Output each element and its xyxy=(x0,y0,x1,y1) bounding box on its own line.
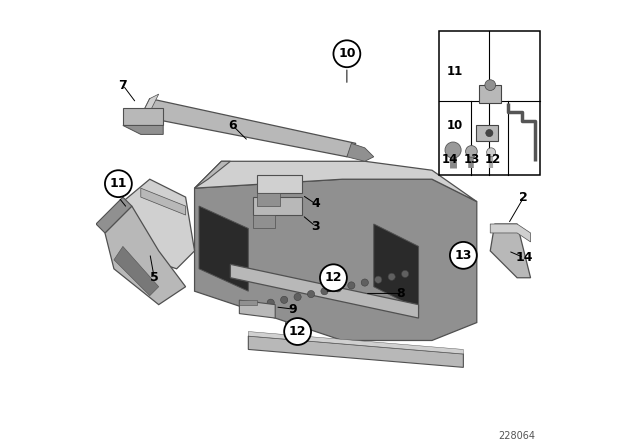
Polygon shape xyxy=(123,179,195,269)
Text: 3: 3 xyxy=(311,220,320,233)
FancyBboxPatch shape xyxy=(479,85,502,103)
Circle shape xyxy=(240,305,248,312)
Circle shape xyxy=(348,282,355,289)
Circle shape xyxy=(486,148,495,157)
Text: 10: 10 xyxy=(446,119,463,132)
Polygon shape xyxy=(195,161,477,202)
Circle shape xyxy=(334,285,342,292)
Polygon shape xyxy=(253,215,275,228)
Text: 228064: 228064 xyxy=(498,431,535,441)
Circle shape xyxy=(361,279,369,286)
Text: 12: 12 xyxy=(484,152,500,166)
Text: 13: 13 xyxy=(463,152,479,166)
Polygon shape xyxy=(141,188,186,215)
Polygon shape xyxy=(239,300,275,318)
Text: 12: 12 xyxy=(289,325,307,338)
Polygon shape xyxy=(374,224,419,309)
Text: 1: 1 xyxy=(475,132,483,146)
Text: 14: 14 xyxy=(515,251,532,264)
Circle shape xyxy=(374,276,382,283)
Circle shape xyxy=(105,170,132,197)
Circle shape xyxy=(485,80,495,90)
Polygon shape xyxy=(257,175,302,193)
Polygon shape xyxy=(490,224,531,242)
Circle shape xyxy=(401,270,409,277)
Polygon shape xyxy=(123,125,163,134)
Circle shape xyxy=(445,142,461,158)
Polygon shape xyxy=(490,224,531,278)
Text: 10: 10 xyxy=(338,47,356,60)
Polygon shape xyxy=(105,206,186,305)
FancyBboxPatch shape xyxy=(476,125,499,141)
Circle shape xyxy=(486,129,493,137)
Polygon shape xyxy=(141,99,356,157)
Polygon shape xyxy=(248,336,463,367)
Circle shape xyxy=(307,290,315,297)
Polygon shape xyxy=(253,197,302,215)
Circle shape xyxy=(253,302,261,309)
Text: 13: 13 xyxy=(454,249,472,262)
Polygon shape xyxy=(96,197,132,233)
FancyBboxPatch shape xyxy=(439,31,540,175)
Text: 11: 11 xyxy=(446,65,463,78)
Text: 8: 8 xyxy=(396,287,405,300)
Polygon shape xyxy=(248,332,463,354)
Polygon shape xyxy=(195,179,477,340)
Polygon shape xyxy=(230,264,419,318)
Polygon shape xyxy=(123,108,163,125)
Circle shape xyxy=(294,293,301,301)
Polygon shape xyxy=(257,193,280,206)
Circle shape xyxy=(267,299,275,306)
Polygon shape xyxy=(239,300,257,305)
Text: 14: 14 xyxy=(442,152,458,166)
Circle shape xyxy=(280,296,288,303)
Text: 11: 11 xyxy=(109,177,127,190)
Text: 7: 7 xyxy=(118,78,127,92)
Circle shape xyxy=(450,242,477,269)
Circle shape xyxy=(333,40,360,67)
Text: 5: 5 xyxy=(150,271,159,284)
Circle shape xyxy=(320,264,347,291)
Text: 9: 9 xyxy=(289,302,298,316)
Text: 6: 6 xyxy=(228,119,237,132)
Text: 4: 4 xyxy=(311,197,320,211)
Polygon shape xyxy=(114,246,159,296)
Polygon shape xyxy=(347,143,374,161)
Circle shape xyxy=(321,288,328,295)
Circle shape xyxy=(284,318,311,345)
Polygon shape xyxy=(141,94,159,116)
Polygon shape xyxy=(195,161,230,188)
Text: 2: 2 xyxy=(520,190,528,204)
Text: 12: 12 xyxy=(324,271,342,284)
Circle shape xyxy=(466,146,477,157)
Polygon shape xyxy=(199,206,248,291)
Circle shape xyxy=(388,273,396,280)
